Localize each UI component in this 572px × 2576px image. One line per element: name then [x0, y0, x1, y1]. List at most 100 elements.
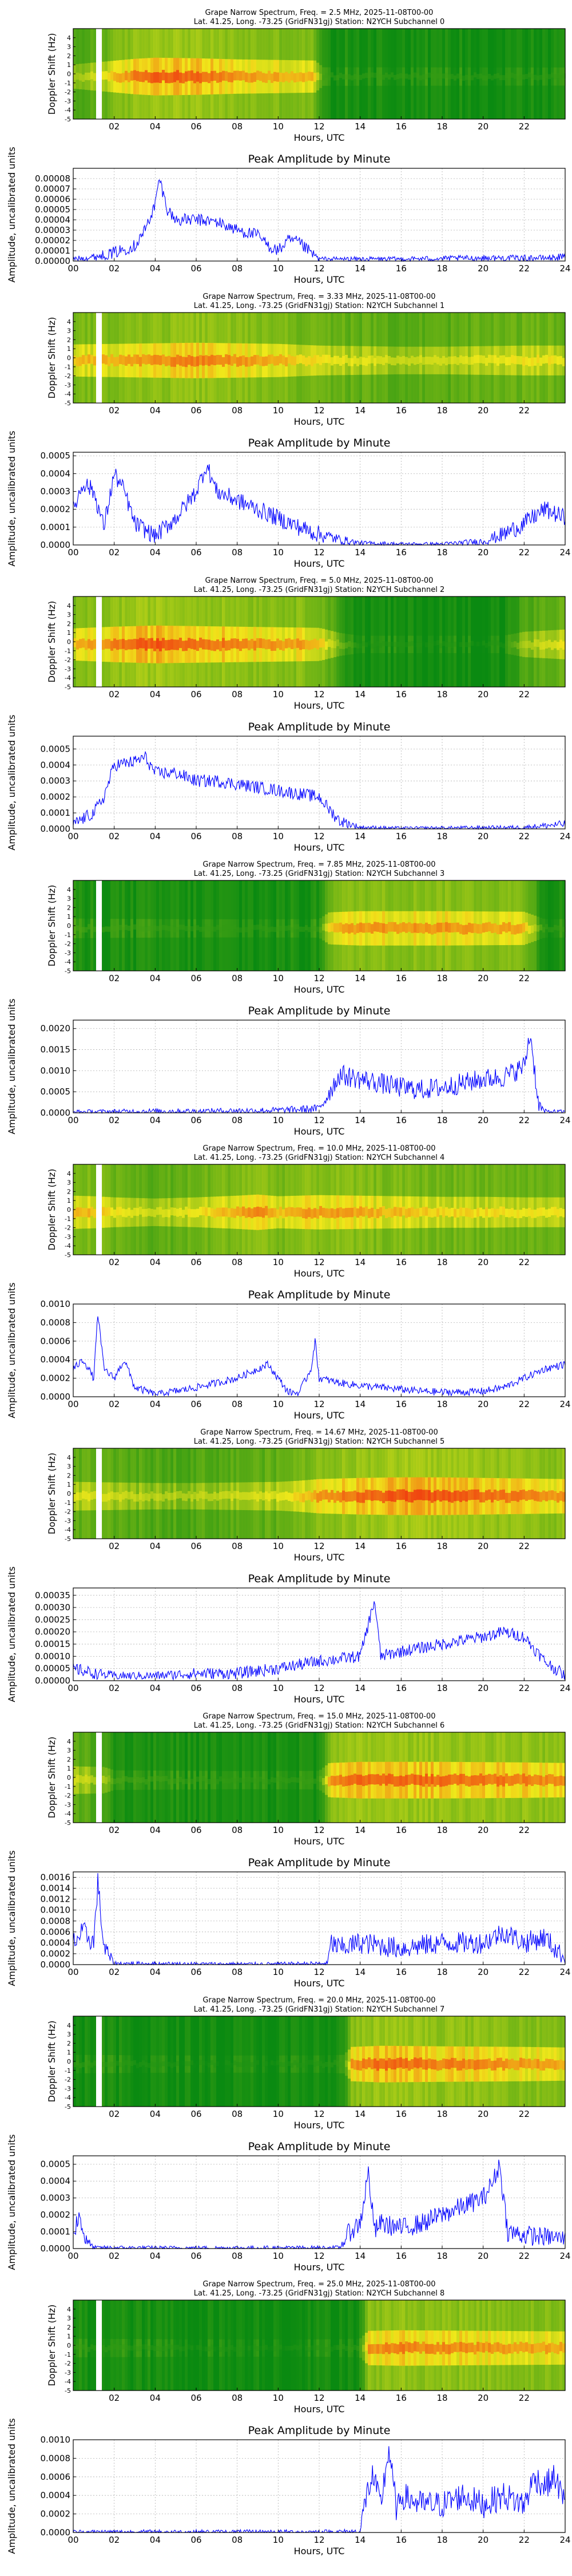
spectrum-carrier	[233, 638, 237, 649]
spectrum-carrier	[445, 922, 448, 932]
spectrum-carrier	[394, 1207, 397, 1216]
y-tick-label: 0.0003	[41, 776, 71, 786]
spectrum-carrier	[311, 1492, 314, 1502]
y-tick-label: -5	[65, 1251, 71, 1259]
spectrum-carrier	[202, 355, 205, 366]
spectrum-carrier	[150, 1776, 154, 1782]
spectrum-carrier	[402, 2059, 406, 2069]
spectrum-carrier	[302, 1776, 305, 1782]
spectrum-carrier	[288, 1778, 291, 1784]
x-tick-label: 06	[190, 121, 201, 132]
spectrum-carrier	[531, 357, 534, 366]
spectrum-carrier	[239, 2062, 243, 2067]
spectrum-carrier	[505, 73, 509, 78]
spectrum-carrier	[333, 75, 337, 81]
spectrum-carrier	[353, 2060, 357, 2070]
spectrum-carrier	[411, 923, 414, 934]
spectrum-carrier	[508, 357, 511, 365]
spectrum-carrier	[431, 73, 434, 79]
y-axis-label: Doppler Shift (Hz)	[46, 1737, 57, 1819]
spectrum-carrier	[508, 2059, 511, 2069]
spectrum-carrier	[265, 639, 268, 650]
y-tick-label: 3	[67, 44, 71, 51]
spectrum-carrier	[308, 927, 311, 933]
spectrum-carrier	[425, 1207, 428, 1216]
spectrum-carrier	[236, 639, 240, 649]
spectrum-carrier	[476, 1208, 480, 1217]
spectrum-carrier	[562, 1492, 566, 1502]
spectrum-carrier	[456, 1208, 460, 1218]
x-tick-label: 12	[313, 973, 324, 983]
spectrum-carrier	[185, 1494, 188, 1502]
spectrum-carrier	[391, 641, 394, 647]
spectrum-carrier	[479, 73, 483, 79]
spectrum-gap	[96, 880, 100, 971]
spectrum-carrier	[402, 355, 406, 364]
spectrum-carrier	[73, 1777, 77, 1785]
spectrum-carrier	[179, 1776, 182, 1782]
spectrum-carrier	[514, 73, 517, 79]
spectrum-carrier	[514, 1210, 517, 1218]
spectrum-carrier	[322, 1490, 325, 1500]
spectrum-carrier	[168, 1779, 171, 1785]
spectrum-carrier	[428, 1208, 431, 1217]
spectrum-carrier	[202, 1207, 205, 1215]
spectrum-carrier	[328, 1208, 331, 1218]
spectrum-carrier	[436, 2061, 440, 2071]
spectrum-carrier	[376, 1208, 380, 1218]
spectrum-carrier	[79, 639, 82, 649]
spectrum-carrier	[545, 1775, 549, 1785]
spectrum-carrier	[548, 2059, 551, 2069]
spectrum-carrier	[219, 1207, 223, 1217]
spectrum-carrier	[173, 1492, 177, 1500]
spectrum-carrier	[379, 356, 383, 364]
spectrum-carrier	[139, 1492, 142, 1500]
x-tick-label: 00	[67, 2251, 78, 2261]
x-tick-label: 06	[190, 1683, 201, 1693]
spectrum-carrier	[170, 72, 174, 83]
spectrum-carrier	[454, 642, 457, 647]
spectrum-carrier	[162, 638, 165, 649]
spectrum-carrier	[551, 1207, 554, 1216]
spectrum-carrier	[474, 923, 477, 933]
spectrum-carrier	[142, 638, 145, 649]
spectrum-carrier	[205, 639, 208, 650]
spectrum-carrier	[482, 923, 486, 933]
spectrum-carrier	[90, 1207, 94, 1216]
spectrum-carrier	[85, 927, 88, 933]
spectrum-carrier	[285, 1491, 288, 1500]
spectrum-carrier	[170, 1777, 174, 1783]
spectrum-carrier	[216, 639, 220, 650]
spectrum-carrier	[268, 1493, 271, 1502]
spectrum-carrier	[331, 1776, 334, 1785]
chart-title: Peak Amplitude by Minute	[248, 1005, 391, 1017]
spectrum-carrier	[88, 639, 91, 649]
spectrum-carrier	[402, 1489, 406, 1500]
spectrum-carrier	[82, 1776, 85, 1784]
spectrum-carrier	[539, 642, 543, 650]
spectrum-carrier	[159, 1207, 162, 1215]
y-axis-label: Doppler Shift (Hz)	[46, 1453, 57, 1535]
spectrum-carrier	[231, 2063, 234, 2068]
spectrum-carrier	[90, 1492, 94, 1500]
spectrum-carrier	[316, 1209, 320, 1219]
spectrum-carrier	[256, 2060, 260, 2065]
spectrum-carrier	[273, 356, 277, 366]
spectrum-carrier	[291, 1207, 294, 1216]
spectrum-carrier	[519, 1490, 523, 1500]
spectrum-carrier	[445, 73, 448, 78]
spectrum-carrier	[482, 75, 486, 81]
x-tick-label: 08	[232, 1825, 243, 1835]
x-tick-label: 14	[355, 405, 366, 416]
spectrum-carrier	[353, 642, 357, 648]
spectrum-carrier	[219, 927, 223, 933]
spectrum-carrier	[551, 642, 554, 650]
spectrum-carrier	[522, 357, 526, 366]
x-tick-label: 16	[396, 2251, 407, 2261]
spectrum-carrier	[462, 1207, 466, 1216]
spectrum-carrier	[182, 641, 185, 651]
spectrum-carrier	[291, 71, 294, 81]
